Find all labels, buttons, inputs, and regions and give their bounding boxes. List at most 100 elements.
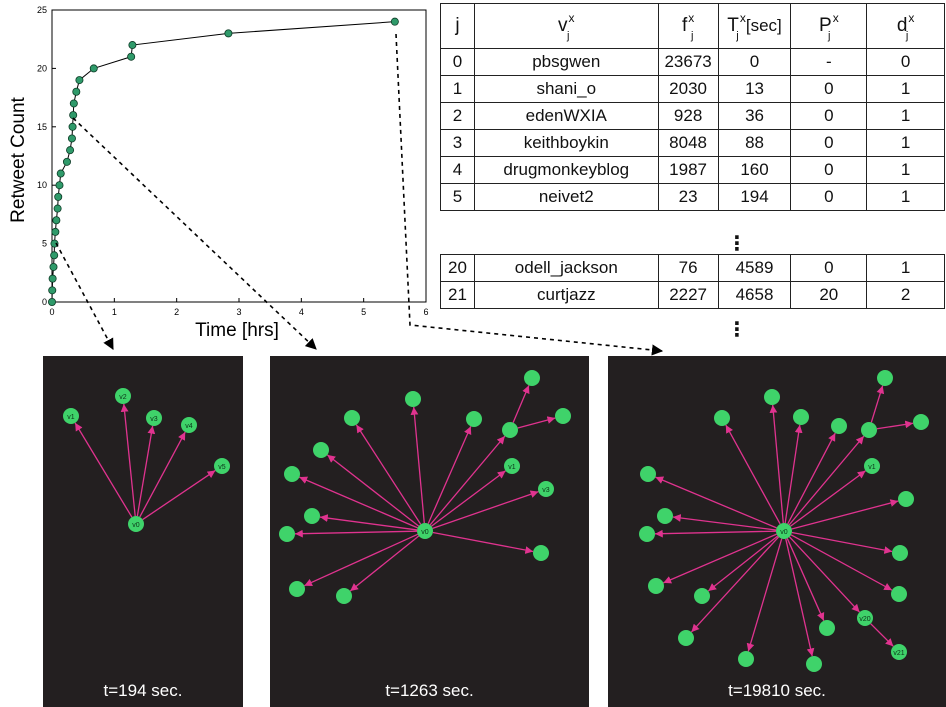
cell-user: curtjazz — [474, 282, 658, 309]
user-node — [304, 508, 320, 524]
data-point — [49, 287, 56, 294]
cell-time: 160 — [718, 157, 791, 184]
user-node — [694, 588, 710, 604]
retweet-edge — [433, 532, 533, 551]
chart-line — [52, 22, 395, 302]
table-row: 3 keithboykin 8048 88 0 1 — [441, 130, 945, 157]
node-label: v3 — [542, 487, 550, 494]
cell-user: odell_jackson — [474, 255, 658, 282]
retweet-edge — [304, 534, 417, 585]
node-label: v4 — [185, 423, 193, 430]
data-point — [53, 217, 60, 224]
cell-parent: - — [791, 49, 867, 76]
retweet-edge — [140, 432, 185, 517]
retweet-edge — [295, 531, 417, 534]
user-node — [502, 422, 518, 438]
user-node — [806, 656, 822, 672]
user-node — [405, 391, 421, 407]
retweet-table: j vx j fx j Tx j [sec] Px j dx j 0 pbsgwen 23673… — [440, 3, 945, 211]
data-point — [69, 123, 76, 130]
user-node — [640, 466, 656, 482]
user-node — [466, 411, 482, 427]
retweet-edge — [726, 425, 780, 524]
user-node — [793, 409, 809, 425]
x-tick-label: 0 — [49, 307, 54, 317]
cell-index: 3 — [441, 130, 475, 157]
data-point — [129, 41, 136, 48]
node-label: v1 — [67, 414, 75, 421]
retweet-series-line — [52, 22, 395, 302]
data-point — [391, 18, 398, 25]
user-node — [336, 588, 352, 604]
user-node — [279, 526, 295, 542]
user-node — [764, 389, 780, 405]
cell-followers: 928 — [658, 103, 718, 130]
node-label: v0 — [421, 529, 429, 536]
table-row: 21 curtjazz 2227 4658 20 2 — [441, 282, 945, 309]
cell-depth: 1 — [867, 103, 945, 130]
cell-time: 13 — [718, 76, 791, 103]
data-point — [68, 135, 75, 142]
cell-index: 21 — [441, 282, 475, 309]
user-node — [861, 422, 877, 438]
data-point — [51, 252, 58, 259]
data-point — [128, 53, 135, 60]
retweet-edge — [124, 404, 135, 516]
cell-followers: 23 — [658, 184, 718, 211]
data-point — [63, 158, 70, 165]
user-node — [657, 508, 673, 524]
cascade-graph-19810: v1 v20 v21 v0 — [608, 356, 946, 707]
retweet-edge — [792, 532, 892, 551]
chart-axes: 0 1 2 3 4 5 60510152025 — [37, 5, 429, 317]
user-node — [819, 620, 835, 636]
cell-user: pbsgwen — [474, 49, 658, 76]
chart-frame — [52, 10, 426, 302]
node-label: v3 — [150, 416, 158, 423]
data-point — [70, 100, 77, 107]
cell-user: drugmonkeyblog — [474, 157, 658, 184]
retweet-edge — [871, 386, 882, 423]
table-ellipsis: ⋮ — [727, 234, 737, 254]
table-header-row: j vx j fx j Tx j [sec] Px j dx j — [441, 4, 945, 49]
snapshot-panel-1263: v1 v3 v0 t=1263 sec. — [270, 356, 589, 707]
cascade-graph-194: v1v2v3v4v5v0 — [43, 356, 243, 707]
cell-time: 88 — [718, 130, 791, 157]
cell-index: 20 — [441, 255, 475, 282]
retweet-edge — [327, 455, 418, 526]
col-header-depth: dx j — [867, 4, 945, 49]
data-point — [48, 298, 55, 305]
chart-points — [48, 18, 398, 306]
y-tick-label: 25 — [37, 5, 47, 15]
snapshot-caption: t=1263 sec. — [270, 681, 589, 701]
data-point — [70, 112, 77, 119]
data-point — [225, 30, 232, 37]
cell-parent: 20 — [791, 282, 867, 309]
node-label: v5 — [218, 464, 226, 471]
snapshot-caption: t=194 sec. — [43, 681, 243, 701]
col-header-time: Tx j [sec] — [718, 4, 791, 49]
table-row: 0 pbsgwen 23673 0-0 — [441, 49, 945, 76]
y-tick-label: 10 — [37, 180, 47, 190]
cascade-graph-1263: v1 v3 v0 — [270, 356, 589, 707]
user-node — [648, 578, 664, 594]
retweet-edge — [787, 538, 824, 620]
retweet-edge — [792, 501, 899, 529]
retweet-edge — [320, 517, 417, 530]
data-point — [90, 65, 97, 72]
retweet-table-continued: 20 odell_jackson 76 4589 0 1 21 curtjazz 2227 465… — [440, 254, 945, 309]
cell-user: keithboykin — [474, 130, 658, 157]
node-label: v1 — [508, 464, 516, 471]
data-point — [73, 88, 80, 95]
user-node — [678, 630, 694, 646]
snapshot-panel-194: v1 v2 v3 v4 v5 v0 t=194 sec. — [43, 356, 243, 707]
cell-parent: 0 — [791, 103, 867, 130]
table-row: 20 odell_jackson 76 4589 0 1 — [441, 255, 945, 282]
user-node — [913, 414, 929, 430]
node-label: v0 — [132, 522, 140, 529]
cell-followers: 2030 — [658, 76, 718, 103]
retweet-edge — [143, 470, 216, 519]
x-tick-label: 3 — [236, 307, 241, 317]
retweet-edge — [673, 517, 776, 530]
cell-user: shani_o — [474, 76, 658, 103]
data-point — [49, 275, 56, 282]
